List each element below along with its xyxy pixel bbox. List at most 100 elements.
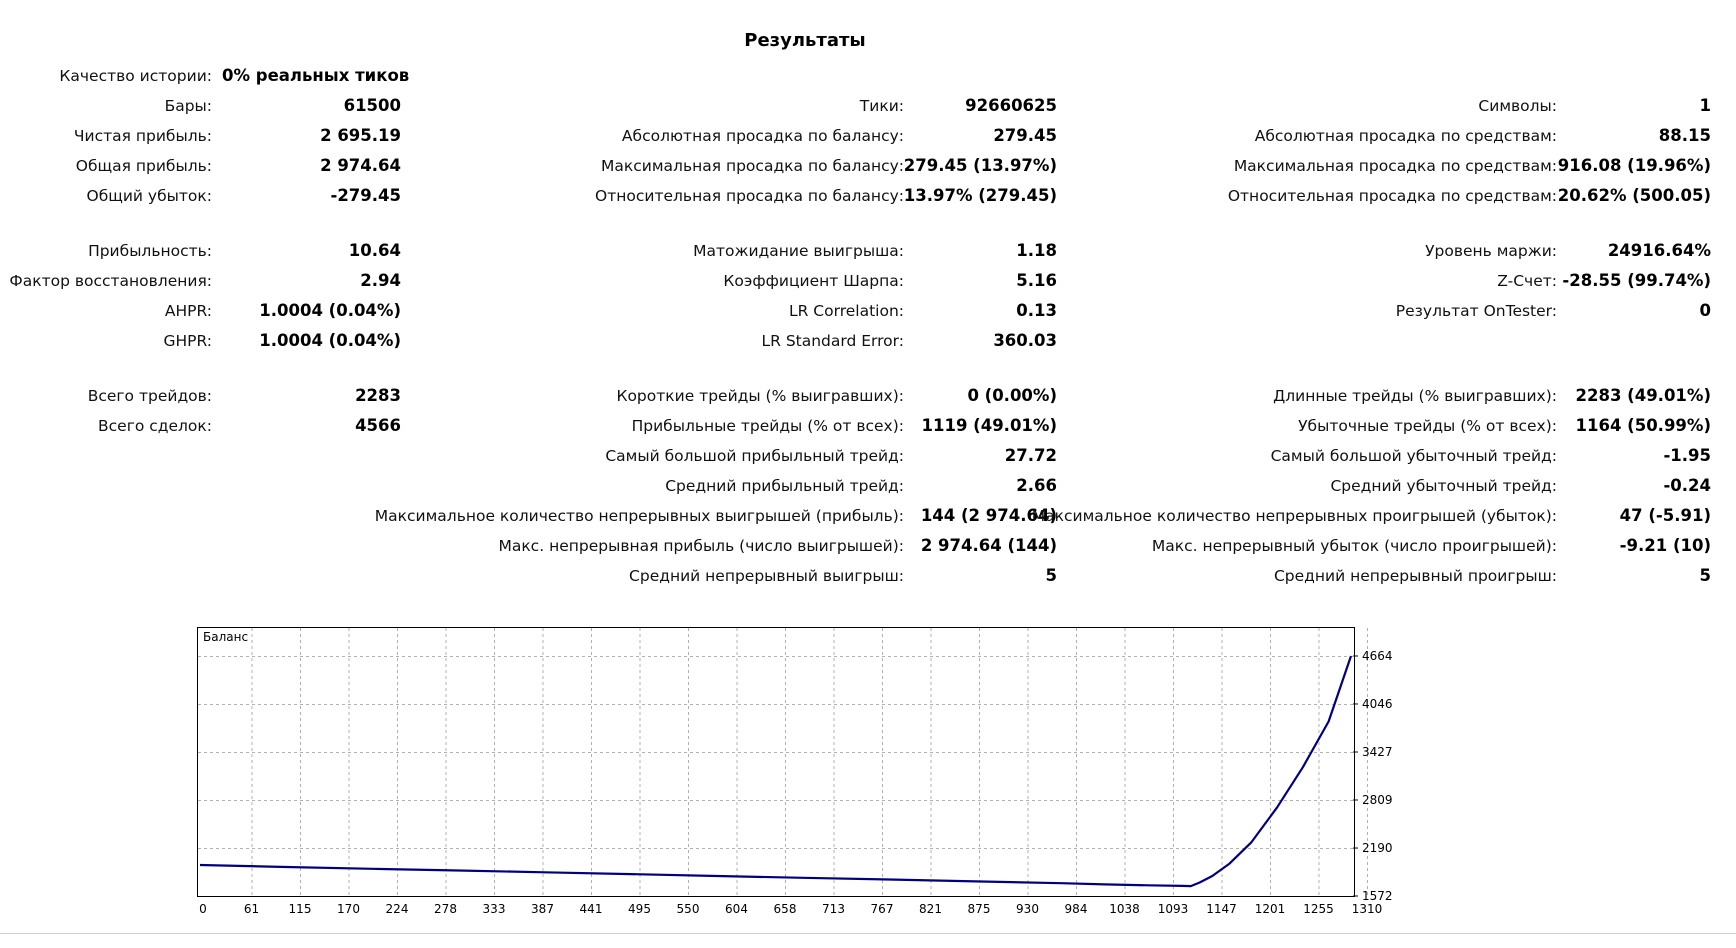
chart-x-tick-label: 1038 <box>1109 902 1140 916</box>
col2-stat-label: Средний непрерывный выигрыш: <box>629 567 904 585</box>
col2-stat-value: 144 (2 974.64) <box>920 506 1057 525</box>
col3-stat-label: Убыточные трейды (% от всех): <box>1298 417 1557 435</box>
chart-x-tick-label: 495 <box>628 902 651 916</box>
col3-stat-label: Максимальная просадка по средствам: <box>1233 157 1557 175</box>
col1-stat-value: 1.0004 (0.04%) <box>259 301 401 320</box>
chart-x-tick-label: 224 <box>386 902 409 916</box>
col1-stat-value: 1.0004 (0.04%) <box>259 331 401 350</box>
chart-y-tick-label: 4046 <box>1362 697 1393 711</box>
chart-x-tick-label: 930 <box>1016 902 1039 916</box>
col1-stat-value: 10.64 <box>348 241 401 260</box>
col2-stat-value: 2 974.64 (144) <box>920 536 1057 555</box>
chart-x-tick-label: 170 <box>337 902 360 916</box>
chart-x-tick-label: 1093 <box>1158 902 1189 916</box>
col3-stat-label: Самый большой убыточный трейд: <box>1270 447 1557 465</box>
col1-stat-value: 2 695.19 <box>320 126 401 145</box>
col3-stat-label: Средний убыточный трейд: <box>1330 477 1557 495</box>
col2-stat-label: Средний прибыльный трейд: <box>665 477 904 495</box>
col2-stat-value: 0.13 <box>1016 301 1057 320</box>
col1-stat-label: AHPR: <box>164 302 212 320</box>
chart-y-tick-label: 2809 <box>1362 793 1393 807</box>
col1-stat-value: 61500 <box>343 96 401 115</box>
col1-stat-label: Всего сделок: <box>98 417 212 435</box>
col3-stat-value: 47 (-5.91) <box>1619 506 1711 525</box>
col1-stat-label: Чистая прибыль: <box>73 127 212 145</box>
chart-x-tick-label: 1310 <box>1352 902 1383 916</box>
col2-stat-value: 1119 (49.01%) <box>921 416 1057 435</box>
chart-y-tick-label: 2190 <box>1362 841 1393 855</box>
col3-stat-label: Уровень маржи: <box>1425 242 1557 260</box>
balance-chart <box>197 627 1355 897</box>
chart-x-tick-label: 875 <box>968 902 991 916</box>
col1-stat-label: Прибыльность: <box>88 242 212 260</box>
col2-stat-label: Коэффициент Шарпа: <box>723 272 904 290</box>
col2-stat-label: Макс. непрерывная прибыль (число выигрыш… <box>498 537 904 555</box>
col3-stat-value: -9.21 (10) <box>1619 536 1711 555</box>
chart-x-tick-label: 550 <box>677 902 700 916</box>
chart-x-tick-label: 713 <box>822 902 845 916</box>
col2-stat-label: Самый большой прибыльный трейд: <box>605 447 904 465</box>
col2-stat-label: Короткие трейды (% выигравших): <box>616 387 904 405</box>
col2-stat-label: Максимальное количество непрерывных выиг… <box>374 507 904 525</box>
chart-y-tick-label: 1572 <box>1362 889 1393 903</box>
chart-y-tick-label: 4664 <box>1362 649 1393 663</box>
col2-stat-label: Абсолютная просадка по балансу: <box>621 127 904 145</box>
col2-stat-value: 0 (0.00%) <box>967 386 1057 405</box>
col1-stat-value: -279.45 <box>330 186 401 205</box>
col1-stat-value: 2 974.64 <box>320 156 401 175</box>
col2-stat-value: 27.72 <box>1004 446 1057 465</box>
col3-stat-value: -28.55 (99.74%) <box>1562 271 1711 290</box>
col1-stat-value: 2.94 <box>360 271 401 290</box>
history-quality-value: 0% реальных тиков <box>222 66 410 85</box>
col2-stat-label: Максимальная просадка по балансу: <box>601 157 904 175</box>
chart-x-tick-label: 1255 <box>1303 902 1334 916</box>
chart-x-tick-label: 115 <box>289 902 312 916</box>
col2-stat-value: 92660625 <box>965 96 1057 115</box>
col2-stat-value: 5 <box>1045 566 1057 585</box>
col3-stat-label: Символы: <box>1478 97 1557 115</box>
col2-stat-label: Относительная просадка по балансу: <box>595 187 904 205</box>
chart-x-tick-label: 604 <box>725 902 748 916</box>
col2-stat-label: Матожидание выигрыша: <box>693 242 904 260</box>
col3-stat-value: 1164 (50.99%) <box>1575 416 1711 435</box>
col3-stat-label: Средний непрерывный проигрыш: <box>1273 567 1557 585</box>
chart-x-tick-label: 278 <box>434 902 457 916</box>
col3-stat-label: Длинные трейды (% выигравших): <box>1273 387 1557 405</box>
col1-stat-label: GHPR: <box>163 332 212 350</box>
col3-stat-value: -0.24 <box>1663 476 1711 495</box>
col3-stat-value: 20.62% (500.05) <box>1557 186 1711 205</box>
col2-stat-value: 13.97% (279.45) <box>903 186 1057 205</box>
col3-stat-label: Абсолютная просадка по средствам: <box>1254 127 1557 145</box>
col3-stat-label: Максимальное количество непрерывных прои… <box>1031 507 1557 525</box>
col1-stat-value: 4566 <box>355 416 401 435</box>
col3-stat-value: 1 <box>1699 96 1711 115</box>
col3-stat-label: Относительная просадка по средствам: <box>1227 187 1557 205</box>
col3-stat-value: 24916.64% <box>1607 241 1711 260</box>
col2-stat-value: 1.18 <box>1016 241 1057 260</box>
chart-x-tick-label: 61 <box>244 902 259 916</box>
col1-stat-label: Бары: <box>164 97 212 115</box>
col3-stat-value: 88.15 <box>1658 126 1711 145</box>
chart-x-tick-label: 1201 <box>1255 902 1286 916</box>
col3-stat-value: 2283 (49.01%) <box>1575 386 1711 405</box>
history-quality-label: Качество истории: <box>59 67 212 85</box>
col2-stat-label: Прибыльные трейды (% от всех): <box>631 417 904 435</box>
col2-stat-value: 5.16 <box>1016 271 1057 290</box>
col3-stat-value: -1.95 <box>1663 446 1711 465</box>
chart-x-tick-label: 821 <box>919 902 942 916</box>
chart-x-tick-label: 658 <box>774 902 797 916</box>
col3-stat-label: Z-Счет: <box>1497 272 1557 290</box>
col1-stat-label: Фактор восстановления: <box>9 272 212 290</box>
chart-x-tick-label: 984 <box>1065 902 1088 916</box>
col3-stat-value: 0 <box>1699 301 1711 320</box>
col2-stat-label: LR Standard Error: <box>761 332 904 350</box>
col3-stat-value: 916.08 (19.96%) <box>1557 156 1711 175</box>
col3-stat-label: Результат OnTester: <box>1395 302 1557 320</box>
col1-stat-label: Всего трейдов: <box>87 387 212 405</box>
col2-stat-value: 2.66 <box>1016 476 1057 495</box>
col3-stat-value: 5 <box>1699 566 1711 585</box>
col2-stat-value: 279.45 <box>993 126 1057 145</box>
results-title: Результаты <box>744 30 866 51</box>
col2-stat-value: 360.03 <box>993 331 1057 350</box>
